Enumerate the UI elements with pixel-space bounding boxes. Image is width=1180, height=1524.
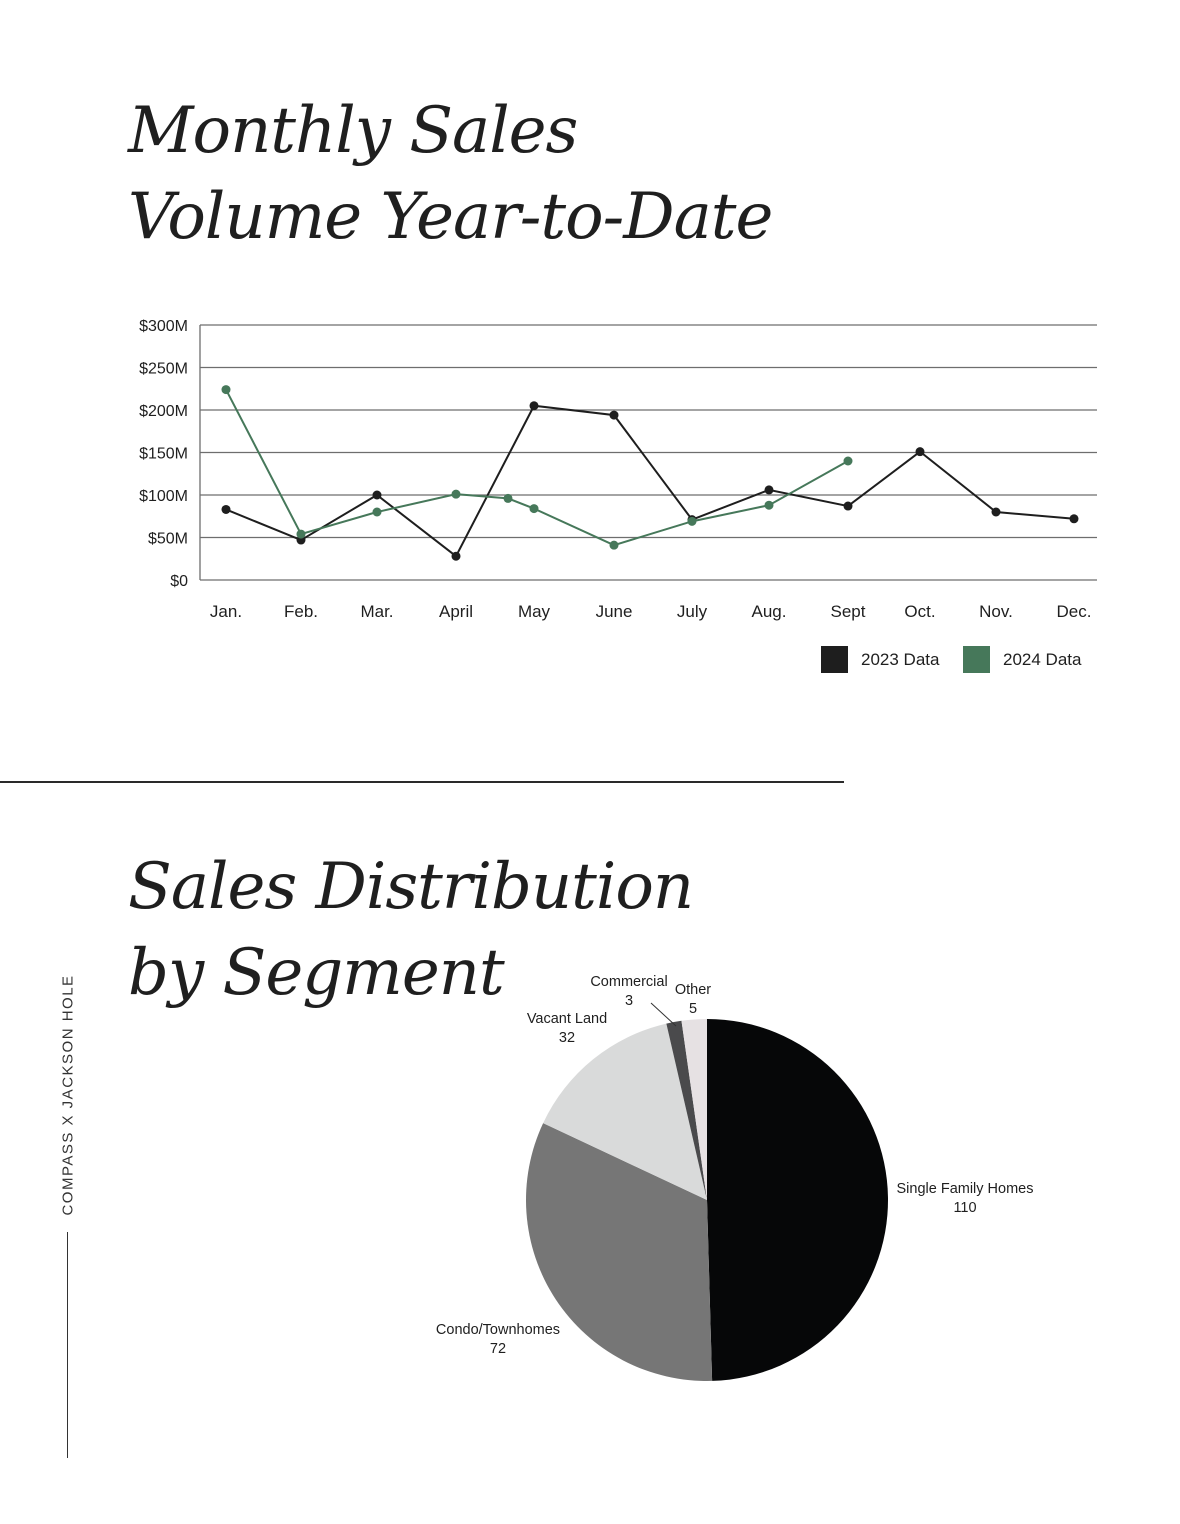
- data-point: [451, 551, 461, 561]
- slice-value: 110: [953, 1200, 976, 1216]
- x-tick-label: July: [677, 602, 708, 621]
- data-point: [843, 456, 853, 466]
- data-point: [221, 385, 231, 395]
- chart-title-monthly-sales: Monthly Sales Volume Year-to-Date: [128, 88, 773, 260]
- x-tick-label: Feb.: [284, 602, 318, 621]
- slice-label: Other: [675, 982, 711, 998]
- chart-title-sales-distribution: Sales Distribution by Segment: [128, 844, 694, 1016]
- data-point: [221, 504, 231, 514]
- monthly-sales-line-chart: $0 $50M $100M $150M $200M $250M $300M Jan. Feb. M…: [139, 318, 1097, 673]
- x-tick-label: Jan.: [210, 602, 242, 621]
- pie-slice: [707, 1019, 889, 1381]
- x-tick-label: Aug.: [752, 602, 787, 621]
- brand-side-label: COMPASS X JACKSON HOLE: [59, 974, 77, 1216]
- data-point: [451, 489, 461, 499]
- x-tick-label: May: [518, 602, 551, 621]
- data-point: [529, 504, 539, 514]
- pie-slice: [666, 1020, 707, 1200]
- data-point: [843, 501, 853, 511]
- pie-slice: [681, 1019, 707, 1200]
- slice-label: Condo/Townhomes: [436, 1322, 560, 1338]
- slice-value: 72: [490, 1341, 506, 1357]
- x-tick-label: Nov.: [979, 602, 1013, 621]
- legend-label: 2024 Data: [1003, 650, 1082, 669]
- data-point: [609, 540, 619, 550]
- x-tick-label: Dec.: [1057, 602, 1092, 621]
- y-tick-label: $150M: [139, 446, 188, 463]
- slice-value: 5: [689, 1001, 697, 1017]
- title-line-1: Monthly Sales: [128, 94, 578, 168]
- y-tick-label: $200M: [139, 403, 188, 420]
- x-tick-label: Sept: [831, 602, 866, 621]
- x-tick-label: April: [439, 602, 473, 621]
- data-point: [1069, 514, 1079, 524]
- data-point: [609, 410, 619, 420]
- legend-swatch: [963, 646, 990, 673]
- y-tick-label: $50M: [148, 531, 188, 548]
- slice-label: Single Family Homes: [897, 1181, 1034, 1197]
- slice-label: Vacant Land: [527, 1011, 607, 1027]
- data-point: [503, 493, 513, 503]
- data-point: [529, 401, 539, 411]
- title-line-1: Sales Distribution: [128, 850, 694, 924]
- data-point: [915, 447, 925, 457]
- slice-value: 32: [559, 1030, 575, 1046]
- x-tick-label: Oct.: [904, 602, 935, 621]
- data-point: [764, 500, 774, 510]
- slice-label: Commercial: [590, 974, 667, 990]
- side-rule: [67, 1232, 68, 1458]
- x-tick-label: Mar.: [360, 602, 393, 621]
- data-point: [372, 490, 382, 500]
- data-point: [991, 507, 1001, 517]
- y-tick-label: $250M: [139, 361, 188, 378]
- data-point: [764, 485, 774, 495]
- legend-label: 2023 Data: [861, 650, 940, 669]
- y-tick-label: $0: [170, 573, 188, 590]
- series-line-2024: [225, 389, 849, 547]
- sales-distribution-pie-chart: Single Family Homes 110 Condo/Townhomes 72 V…: [436, 974, 1034, 1381]
- data-point: [296, 529, 306, 539]
- legend-swatch: [821, 646, 848, 673]
- data-point: [372, 507, 382, 517]
- x-tick-label: June: [596, 602, 633, 621]
- section-divider: [0, 781, 844, 783]
- leader-line: [650, 1002, 677, 1027]
- y-tick-label: $100M: [139, 488, 188, 505]
- data-point: [687, 516, 697, 526]
- slice-value: 3: [625, 993, 633, 1009]
- series-line-2023: [225, 404, 1075, 558]
- pie-slice: [525, 1123, 713, 1381]
- y-tick-label: $300M: [139, 318, 188, 335]
- pie-slice: [543, 1023, 707, 1200]
- title-line-2: by Segment: [128, 936, 505, 1010]
- title-line-2: Volume Year-to-Date: [128, 180, 773, 254]
